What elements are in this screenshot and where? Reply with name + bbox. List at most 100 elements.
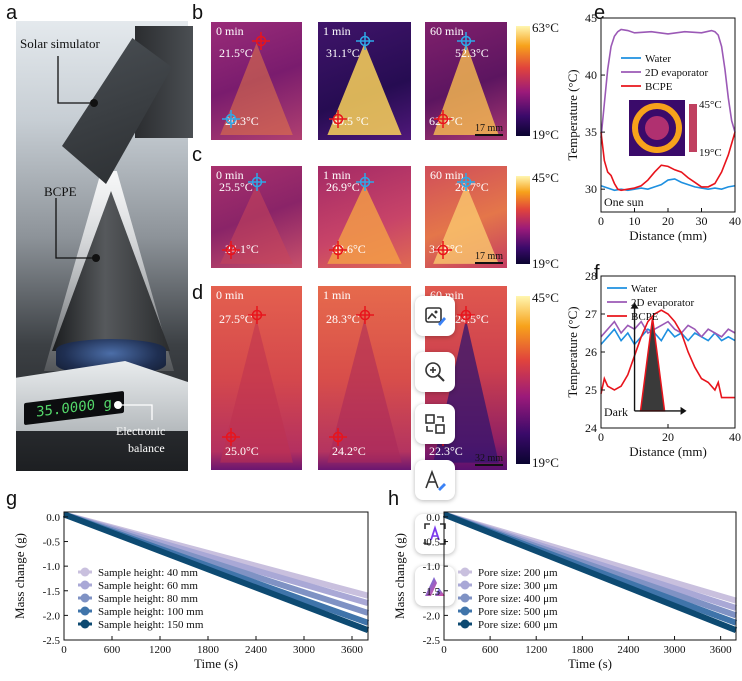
colorbar-d-max: 45°C: [532, 290, 559, 305]
legend-label: 2D evaporator: [645, 67, 709, 79]
legend-marker: [80, 593, 90, 603]
thermal-image: 1 min 28.3°C 24.2°C: [318, 286, 411, 470]
text-scan-icon: [424, 523, 446, 545]
x-tick-label: 3000: [664, 644, 687, 656]
thermal-image: 0 min 21.5°C 20.3°C: [211, 22, 302, 140]
colorbar-c-max: 45°C: [532, 170, 559, 185]
y-axis-label: Temperature (°C): [565, 69, 580, 160]
crosshair-top: [247, 173, 266, 192]
series-line-1: [600, 327, 736, 346]
temp-readout-top: 21.5°C: [219, 46, 253, 60]
legend-label: 2D evaporator: [631, 297, 695, 309]
temp-readout-top: 26.9°C: [326, 180, 360, 194]
legend-marker: [460, 606, 470, 616]
arrow-right-head: [680, 406, 687, 415]
legend-marker: [460, 619, 470, 629]
y-tick-label: -1.5: [43, 586, 61, 598]
x-tick-label: 3600: [341, 644, 364, 656]
legend-marker: [80, 619, 90, 629]
temp-readout-bottom: 20.3°C: [225, 114, 259, 128]
x-axis-label: Time (s): [194, 656, 238, 671]
y-tick-label: 45: [585, 11, 597, 25]
annotation-one-sun: One sun: [604, 195, 644, 209]
legend-marker: [80, 606, 90, 616]
annotation-dark: Dark: [604, 405, 628, 419]
panel-label-g: g: [6, 488, 18, 510]
panel-label-d: d: [192, 282, 204, 304]
scale-bar-label: 17 mm: [474, 123, 503, 136]
series-line-3: [600, 309, 735, 399]
thermal-image: 60 min 52.3°C 62.4°C 17 mm: [425, 22, 507, 140]
thermal-image: 0 min 25.5°C 24.1°C: [211, 166, 302, 268]
swap-icon: [425, 414, 445, 434]
x-tick-label: 0: [598, 214, 604, 228]
y-tick-label: 26: [585, 345, 597, 359]
legend-label: Pore size: 400 μm: [478, 593, 558, 605]
y-tick-label: -0.5: [423, 537, 441, 549]
x-tick-label: 600: [482, 644, 499, 656]
crosshair-bottom: [222, 427, 241, 446]
frame-time-label: 0 min: [216, 24, 244, 38]
text-scan-button[interactable]: [415, 514, 455, 554]
thermal-image: 60 min 28.7°C 34.6°C 17 mm: [425, 166, 507, 268]
legend-marker: [80, 567, 90, 577]
crosshair-bottom: [222, 240, 241, 259]
x-axis-label: Distance (mm): [629, 444, 707, 459]
zoom-in-icon: [425, 362, 445, 382]
chart-g: 0 600 1200 1800 2400 3000 3600 0.0 -0.5 -1.0 -1.5 -…: [12, 511, 370, 671]
legend-label: Pore size: 300 μm: [478, 580, 558, 592]
colorbar-b-max: 63°C: [532, 20, 559, 35]
ai-assistant-button[interactable]: [415, 566, 455, 606]
inset-colorbar-max: 45°C: [699, 99, 722, 111]
panel-label-h: h: [388, 488, 400, 510]
image-edit-button[interactable]: [415, 296, 455, 336]
arrow-up-head: [630, 302, 639, 309]
legend-label: Sample height: 100 mm: [98, 606, 204, 618]
legend-label: Sample height: 150 mm: [98, 619, 204, 631]
swap-button[interactable]: [415, 404, 455, 444]
x-tick-label: 1200: [149, 644, 172, 656]
x-tick-label: 600: [104, 644, 121, 656]
x-axis-label: Time (s): [568, 656, 612, 671]
y-tick-label: 0.0: [426, 512, 440, 524]
y-tick-label: 27: [585, 307, 597, 321]
legend-label: Water: [645, 53, 671, 65]
y-tick-label: 40: [585, 68, 597, 82]
legend-label: Pore size: 500 μm: [478, 606, 558, 618]
panel-label-f: f: [594, 262, 600, 284]
temp-readout-bottom: 60.5 °C: [332, 114, 369, 128]
crosshair-bottom: [434, 240, 453, 259]
text-edit-button[interactable]: [415, 460, 455, 500]
x-tick-label: 0: [61, 644, 67, 656]
plot-frame: [63, 511, 369, 641]
colorbar-c: [516, 176, 530, 264]
y-tick-label: 0.0: [46, 512, 60, 524]
frame-time-label: 1 min: [323, 288, 351, 302]
crosshair-bottom: [434, 109, 453, 128]
legend-marker: [460, 567, 470, 577]
legend-label: Sample height: 60 mm: [98, 580, 198, 592]
zoom-in-button[interactable]: [415, 352, 455, 392]
crosshair-bottom: [329, 427, 348, 446]
temp-readout-top: 28.3°C: [326, 312, 360, 326]
legend-label: Sample height: 40 mm: [98, 567, 198, 579]
crosshair-top: [457, 306, 475, 325]
crosshair-bottom: [222, 109, 241, 128]
crosshair-top: [355, 173, 374, 192]
y-tick-label: 25: [585, 383, 597, 397]
y-tick-label: 28: [585, 269, 597, 283]
y-tick-label: -0.5: [43, 537, 61, 549]
crosshair-top: [355, 31, 374, 50]
frame-time-label: 1 min: [323, 168, 351, 182]
text-edit-icon: [425, 469, 446, 491]
legend-marker: [80, 580, 90, 590]
panel-a-callouts: [55, 56, 153, 420]
temp-readout-bottom: 62.4°C: [429, 114, 463, 128]
temp-readout-bottom: 25.0°C: [225, 444, 259, 458]
thermal-image: 1 min 26.9°C 28.6°C: [318, 166, 411, 268]
y-tick-label: -2.5: [43, 635, 61, 647]
x-tick-label: 1800: [197, 644, 220, 656]
frame-time-label: 0 min: [216, 168, 244, 182]
